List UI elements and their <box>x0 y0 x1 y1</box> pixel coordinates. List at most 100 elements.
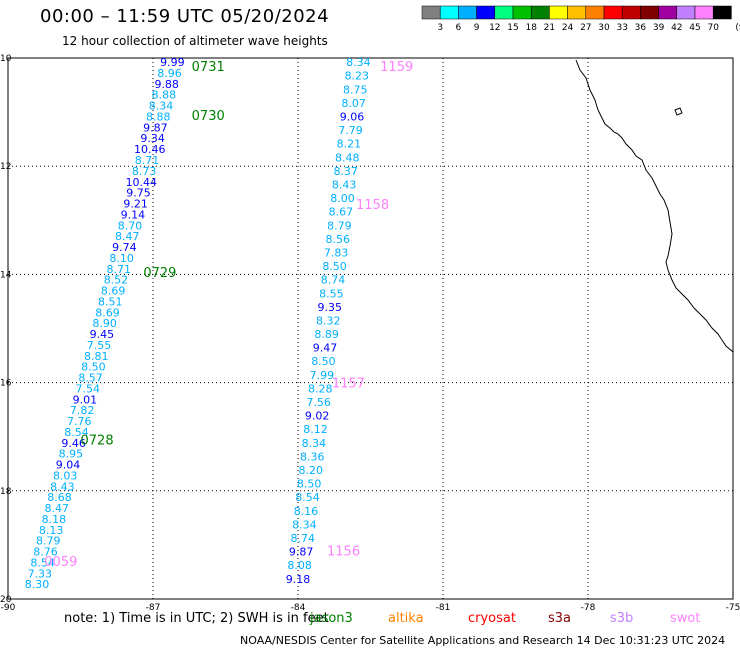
swh-value: 10.46 <box>134 143 166 156</box>
swh-value: 8.08 <box>287 559 312 572</box>
legend-tick-label: 24 <box>562 23 574 33</box>
swh-value: 7.83 <box>324 246 349 259</box>
swh-value: 9.06 <box>340 110 365 123</box>
swh-value: 8.71 <box>135 154 160 167</box>
swh-value: 8.00 <box>330 192 355 205</box>
lon-label: -84 <box>291 603 306 613</box>
legend-swatch <box>712 5 732 20</box>
swh-value: 8.36 <box>300 450 325 463</box>
legend-swatch <box>549 5 568 20</box>
swh-value: 8.69 <box>101 285 126 298</box>
satellite-name: s3a <box>548 611 572 626</box>
swh-value: 8.12 <box>303 423 328 436</box>
legend-swatch <box>458 5 477 20</box>
swh-value: 8.07 <box>341 97 366 110</box>
swh-value: 7.76 <box>67 415 92 428</box>
axis-labels: 10 12 14 16 18 20-90 -87 -84 -81 -78 -75 <box>0 54 740 613</box>
swh-value: 8.96 <box>157 67 182 80</box>
map-title: 00:00 – 11:59 UTC 05/20/2024 <box>40 6 330 27</box>
legend-swatch <box>421 5 441 20</box>
legend-tick-label: 21 <box>544 23 555 33</box>
swh-value: 8.74 <box>291 532 316 545</box>
swh-value: 10.44 <box>126 176 158 189</box>
legend-tick-label: 15 <box>507 23 518 33</box>
swh-value: 8.71 <box>107 263 132 276</box>
pass-time-label: 0729 <box>143 266 176 281</box>
swh-value: 8.54 <box>295 491 320 504</box>
credit-line: NOAA/NESDIS Center for Satellite Applica… <box>240 634 726 647</box>
swh-value: 8.16 <box>294 505 319 518</box>
swh-value: 8.81 <box>84 350 109 363</box>
swh-value: 8.50 <box>311 355 336 368</box>
swh-value: 9.04 <box>56 459 81 472</box>
legend-swatch <box>658 5 678 20</box>
legend-tick-label: 36 <box>635 23 647 33</box>
swh-value: 8.79 <box>36 535 61 548</box>
swh-value: 8.48 <box>335 151 360 164</box>
legend-swatch <box>603 5 623 20</box>
lat-label: 14 <box>0 270 12 280</box>
legend-swatch <box>567 5 587 20</box>
swh-value: 8.50 <box>322 260 347 273</box>
swh-value: 8.68 <box>47 491 72 504</box>
swh-value: 7.54 <box>76 382 101 395</box>
lon-label: -87 <box>146 603 161 613</box>
pass-time-label: 1158 <box>356 198 389 213</box>
satellite-name: cryosat <box>468 611 516 626</box>
swh-value: 9.02 <box>305 410 330 423</box>
swh-value: 8.90 <box>92 317 117 330</box>
swh-value: 8.56 <box>325 233 350 246</box>
swh-value: 8.32 <box>316 314 341 327</box>
legend-swatch <box>585 5 605 20</box>
swh-value: 9.34 <box>140 132 165 145</box>
satellite-name: s3b <box>610 611 634 626</box>
swh-value: 8.43 <box>332 178 357 191</box>
swh-value: 8.54 <box>64 426 89 439</box>
pass-time-label: 0059 <box>44 555 77 570</box>
swh-value: 9.75 <box>126 187 151 200</box>
swh-value: 7.99 <box>310 369 335 382</box>
pass-time-label: 1157 <box>332 377 365 392</box>
swh-value: 8.95 <box>59 448 84 461</box>
legend-swatch <box>439 5 459 20</box>
legend-swatch <box>476 5 496 20</box>
legend-tick-label: 3 <box>437 23 443 33</box>
swh-value: 8.76 <box>33 546 58 559</box>
footnote: note: 1) Time is in UTC; 2) SWH is in fe… <box>64 611 329 626</box>
swh-value: 8.51 <box>98 295 123 308</box>
legend-tick-label: 18 <box>525 23 537 33</box>
satellite-name: swot <box>670 611 701 626</box>
lat-label: 20 <box>0 595 12 605</box>
swh-value: 7.33 <box>28 567 53 580</box>
lon-label: -90 <box>1 603 16 613</box>
swh-value: 9.14 <box>121 208 146 221</box>
swh-value: 8.13 <box>39 524 64 537</box>
swh-value: 8.34 <box>302 437 327 450</box>
lon-label: -75 <box>726 603 740 613</box>
swh-value: 8.10 <box>109 252 134 265</box>
pass-time-label: 0728 <box>81 433 114 448</box>
lon-label: -81 <box>436 603 451 613</box>
swh-value: 8.37 <box>333 165 358 178</box>
grid-lines <box>8 58 733 599</box>
legend-swatch <box>676 5 696 20</box>
lat-label: 12 <box>0 162 11 172</box>
island <box>674 107 683 116</box>
swh-value: 8.67 <box>329 206 354 219</box>
legend-tick-label: 9 <box>474 23 480 33</box>
swh-value: 8.52 <box>104 274 129 287</box>
track-b: 8.348.238.758.079.067.798.218.488.378.43… <box>286 56 414 586</box>
legend-swatch <box>530 5 550 20</box>
swh-value: 8.03 <box>53 469 78 482</box>
swh-value: 8.47 <box>44 502 69 515</box>
swh-value: 9.88 <box>154 78 179 91</box>
swh-value: 9.35 <box>318 301 343 314</box>
swh-value: 8.73 <box>132 165 157 178</box>
pass-time-label: 0730 <box>192 109 225 124</box>
map-subtitle: 12 hour collection of altimeter wave hei… <box>62 34 328 48</box>
coastline <box>575 59 734 353</box>
legend-tick-label: 33 <box>616 23 627 33</box>
swh-value: 9.46 <box>61 437 86 450</box>
